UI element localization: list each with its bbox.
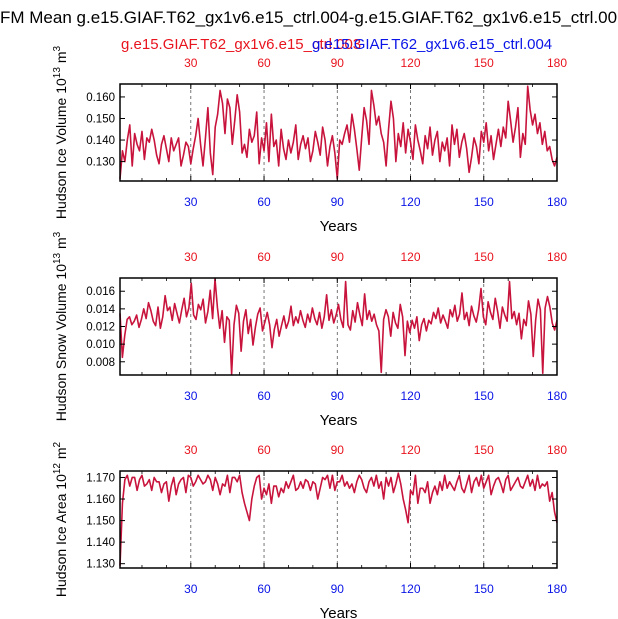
y-tick-label: 0.008 — [86, 357, 115, 369]
series-line — [119, 472, 558, 566]
x-tick-label-bottom: 90 — [331, 195, 345, 209]
x-tick-label-bottom: 150 — [474, 389, 494, 403]
x-tick-label-top: 180 — [547, 443, 567, 457]
plot-frame — [119, 83, 558, 182]
x-tick-label-bottom: 180 — [547, 195, 567, 209]
x-tick-label-bottom: 150 — [474, 582, 494, 596]
y-axis-title: Hudson Snow Volume 1013 m3 — [52, 231, 69, 421]
x-tick-label-top: 30 — [184, 443, 198, 457]
plot-frame — [119, 277, 558, 376]
x-tick-label-bottom: 60 — [257, 582, 271, 596]
x-tick-label-bottom: 150 — [474, 195, 494, 209]
x-tick-label-top: 180 — [547, 250, 567, 264]
x-tick-label-bottom: 30 — [184, 582, 198, 596]
x-tick-label-top: 150 — [474, 250, 494, 264]
x-tick-label-bottom: 90 — [331, 389, 345, 403]
x-tick-label-bottom: 180 — [547, 389, 567, 403]
x-tick-label-top: 120 — [401, 443, 421, 457]
x-tick-label-top: 60 — [257, 56, 271, 70]
panel-snow-volume: 30 30 60 60 90 90 120 120 150 150 180 180 0.008 0.010… — [52, 231, 567, 429]
y-tick-label: 1.160 — [86, 494, 115, 506]
y-tick-label: 0.160 — [86, 92, 115, 104]
y-tick-label: 0.012 — [86, 322, 115, 334]
x-tick-label-bottom: 30 — [184, 195, 198, 209]
panel-ice-volume: 30 30 60 60 90 90 120 120 150 150 180 180 0.130 0.140… — [52, 46, 567, 236]
run-b-label: g.e15.GIAF.T62_gx1v6.e15_ctrl.004 — [312, 36, 553, 53]
series-line — [119, 85, 558, 180]
y-tick-label: 0.150 — [86, 113, 115, 125]
x-tick-label-bottom: 60 — [257, 195, 271, 209]
x-axis-title: Years — [320, 412, 358, 429]
x-axis-title: Years — [320, 218, 358, 235]
y-tick-label: 1.140 — [86, 537, 115, 549]
series-line — [119, 278, 558, 375]
x-axis-title: Years — [320, 605, 358, 619]
x-tick-label-bottom: 30 — [184, 389, 198, 403]
panel-ice-area: 30 30 60 60 90 90 120 120 150 150 180 180 1.130 1.140… — [52, 441, 567, 619]
y-tick-label: 1.170 — [86, 472, 115, 484]
x-tick-label-top: 30 — [184, 56, 198, 70]
x-tick-label-top: 150 — [474, 56, 494, 70]
run-a-label: g.e15.GIAF.T62_gx1v6.e15_ctrl.003 — [121, 36, 362, 53]
x-tick-label-bottom: 120 — [401, 582, 421, 596]
x-tick-label-top: 90 — [331, 250, 345, 264]
x-tick-label-top: 60 — [257, 250, 271, 264]
x-tick-label-bottom: 90 — [331, 582, 345, 596]
x-tick-label-top: 120 — [401, 250, 421, 264]
x-tick-label-top: 150 — [474, 443, 494, 457]
y-tick-label: 0.010 — [86, 339, 115, 351]
y-tick-label: 0.130 — [86, 157, 115, 169]
y-tick-label: 0.014 — [86, 304, 115, 316]
y-axis-title: Hudson Ice Volume 1013 m3 — [52, 46, 69, 220]
y-tick-label: 1.150 — [86, 516, 115, 528]
x-tick-label-top: 30 — [184, 250, 198, 264]
x-tick-label-top: 60 — [257, 443, 271, 457]
x-tick-label-top: 120 — [401, 56, 421, 70]
chart-title: FM Mean g.e15.GIAF.T62_gx1v6.e15_ctrl.00… — [0, 8, 618, 27]
x-tick-label-top: 90 — [331, 443, 345, 457]
x-tick-label-bottom: 120 — [401, 389, 421, 403]
x-tick-label-bottom: 60 — [257, 389, 271, 403]
x-tick-label-top: 180 — [547, 56, 567, 70]
x-tick-label-bottom: 120 — [401, 195, 421, 209]
x-tick-label-top: 90 — [331, 56, 345, 70]
plot-frame — [119, 470, 558, 569]
y-tick-label: 0.016 — [86, 286, 115, 298]
x-tick-label-bottom: 180 — [547, 582, 567, 596]
y-tick-label: 0.140 — [86, 135, 115, 147]
y-tick-label: 1.130 — [86, 559, 115, 571]
y-axis-title: Hudson Ice Area 1012 m2 — [52, 441, 69, 597]
